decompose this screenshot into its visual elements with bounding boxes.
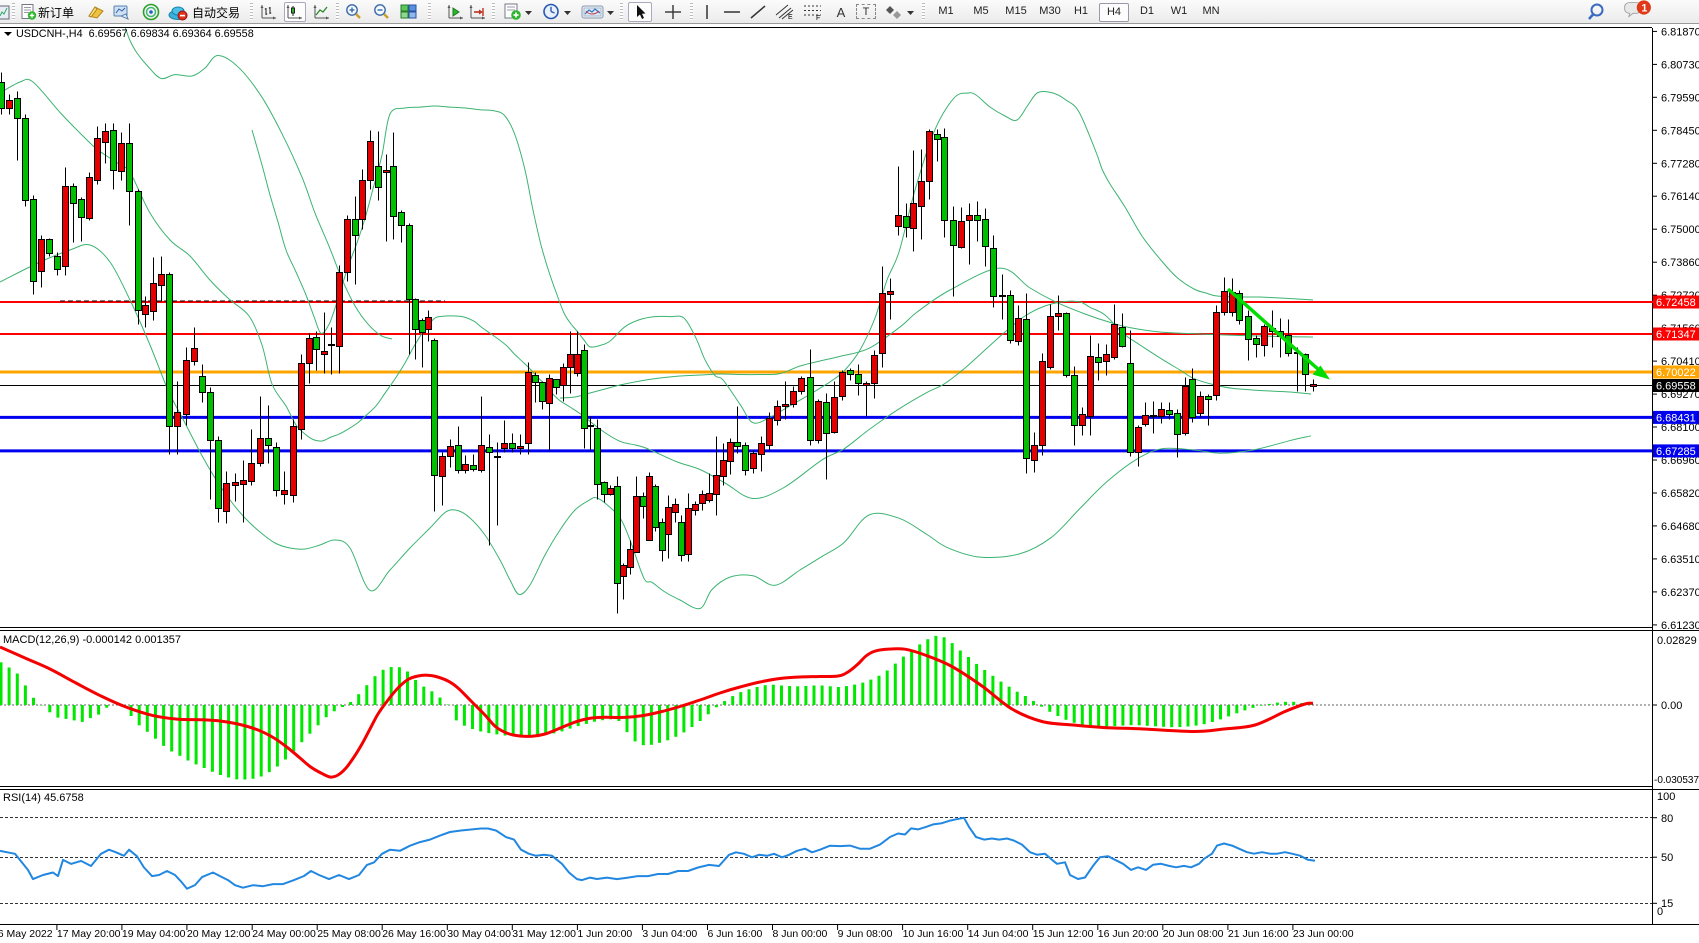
svg-text:6.78450: 6.78450 <box>1661 125 1699 137</box>
svg-text:6.64680: 6.64680 <box>1661 521 1699 533</box>
svg-text:USDCNH-,H4 6.69567 6.69834 6.: USDCNH-,H4 6.69567 6.69834 6.69364 6.695… <box>16 28 254 40</box>
svg-text:6.62370: 6.62370 <box>1661 587 1699 599</box>
svg-text:6.73860: 6.73860 <box>1661 257 1699 269</box>
svg-text:6.79590: 6.79590 <box>1661 92 1699 104</box>
svg-text:20 May 12:00: 20 May 12:00 <box>187 928 251 940</box>
svg-text:80: 80 <box>1661 813 1673 825</box>
svg-text:E: E <box>788 14 793 21</box>
svg-text:0: 0 <box>1657 906 1663 918</box>
svg-text:-0.030537: -0.030537 <box>1654 775 1699 786</box>
svg-text:26 May 16:00: 26 May 16:00 <box>382 928 446 940</box>
svg-text:F: F <box>816 15 820 22</box>
svg-text:9 Jun 08:00: 9 Jun 08:00 <box>838 928 893 940</box>
svg-text:8 Jun 00:00: 8 Jun 00:00 <box>773 928 828 940</box>
svg-text:6.65820: 6.65820 <box>1661 488 1699 500</box>
svg-text:6.75000: 6.75000 <box>1661 224 1699 236</box>
svg-text:6.77280: 6.77280 <box>1661 158 1699 170</box>
svg-text:0.00: 0.00 <box>1661 700 1682 712</box>
svg-text:15: 15 <box>1661 898 1673 910</box>
svg-text:23 Jun 00:00: 23 Jun 00:00 <box>1293 928 1354 940</box>
svg-text:6.66960: 6.66960 <box>1661 455 1699 467</box>
svg-text:10 Jun 16:00: 10 Jun 16:00 <box>903 928 964 940</box>
svg-text:RSI(14) 45.6758: RSI(14) 45.6758 <box>3 792 84 804</box>
svg-text:6 Jun 16:00: 6 Jun 16:00 <box>708 928 763 940</box>
svg-text:15 Jun 12:00: 15 Jun 12:00 <box>1033 928 1094 940</box>
svg-text:6.70410: 6.70410 <box>1661 356 1699 368</box>
svg-text:14 Jun 04:00: 14 Jun 04:00 <box>968 928 1029 940</box>
svg-text:6.80730: 6.80730 <box>1661 59 1699 71</box>
svg-text:20 Jun 08:00: 20 Jun 08:00 <box>1163 928 1224 940</box>
svg-text:16 May 2022: 16 May 2022 <box>0 928 53 940</box>
svg-text:1 Jun 20:00: 1 Jun 20:00 <box>577 928 632 940</box>
svg-text:31 May 12:00: 31 May 12:00 <box>512 928 576 940</box>
svg-text:6.70022: 6.70022 <box>1656 367 1696 379</box>
svg-text:6.69558: 6.69558 <box>1656 381 1696 393</box>
svg-text:24 May 00:00: 24 May 00:00 <box>252 928 316 940</box>
svg-text:MACD(12,26,9) -0.000142 0.0013: MACD(12,26,9) -0.000142 0.001357 <box>3 634 181 646</box>
svg-text:30 May 04:00: 30 May 04:00 <box>447 928 511 940</box>
svg-text:25 May 08:00: 25 May 08:00 <box>317 928 381 940</box>
svg-text:6.68431: 6.68431 <box>1656 412 1696 424</box>
svg-text:21 Jun 16:00: 21 Jun 16:00 <box>1228 928 1289 940</box>
svg-text:100: 100 <box>1657 791 1675 803</box>
svg-text:0.02829: 0.02829 <box>1657 635 1697 647</box>
svg-text:6.61230: 6.61230 <box>1661 620 1699 632</box>
svg-text:6.72458: 6.72458 <box>1656 297 1696 309</box>
svg-text:3 Jun 04:00: 3 Jun 04:00 <box>642 928 697 940</box>
svg-text:6.63510: 6.63510 <box>1661 554 1699 566</box>
svg-text:16 Jun 20:00: 16 Jun 20:00 <box>1098 928 1159 940</box>
svg-text:6.67285: 6.67285 <box>1656 446 1696 458</box>
svg-text:17 May 20:00: 17 May 20:00 <box>57 928 121 940</box>
svg-text:6.69270: 6.69270 <box>1661 389 1699 401</box>
svg-text:6.68100: 6.68100 <box>1661 422 1699 434</box>
svg-text:50: 50 <box>1661 852 1673 864</box>
svg-text:6.76140: 6.76140 <box>1661 191 1699 203</box>
svg-text:19 May 04:00: 19 May 04:00 <box>122 928 186 940</box>
svg-text:6.81870: 6.81870 <box>1661 26 1699 38</box>
svg-text:1: 1 <box>1641 2 1647 14</box>
svg-text:6.71347: 6.71347 <box>1656 329 1696 341</box>
